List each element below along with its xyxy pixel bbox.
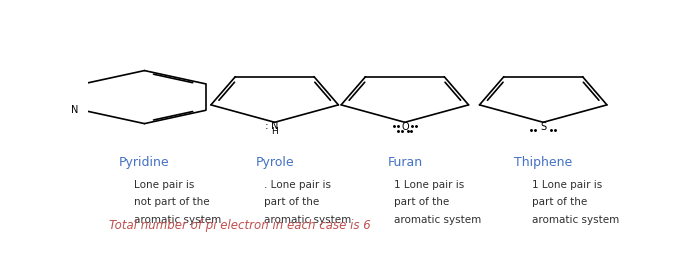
Text: S: S [540, 122, 546, 132]
Text: not part of the: not part of the [134, 197, 209, 207]
Text: part of the: part of the [264, 197, 319, 207]
Text: Pyridine: Pyridine [119, 156, 170, 169]
Text: :: : [265, 121, 268, 131]
Text: O: O [401, 122, 409, 132]
Text: Lone pair is: Lone pair is [134, 180, 194, 190]
Text: aromatic system: aromatic system [264, 215, 351, 224]
Text: aromatic system: aromatic system [134, 215, 221, 224]
Text: N: N [71, 105, 78, 115]
Text: part of the: part of the [394, 197, 449, 207]
Text: Thiphene: Thiphene [514, 156, 573, 169]
Text: aromatic system: aromatic system [532, 215, 620, 224]
Text: Pyrole: Pyrole [256, 156, 294, 169]
Text: Furan: Furan [387, 156, 422, 169]
Text: . Lone pair is: . Lone pair is [264, 180, 331, 190]
Text: 1 Lone pair is: 1 Lone pair is [394, 180, 464, 190]
Text: part of the: part of the [532, 197, 587, 207]
Text: aromatic system: aromatic system [394, 215, 482, 224]
Text: H: H [272, 127, 278, 136]
Text: N: N [271, 121, 279, 131]
Text: Total number of pi electron in each case is 6: Total number of pi electron in each case… [109, 219, 371, 232]
Text: 1 Lone pair is: 1 Lone pair is [532, 180, 603, 190]
